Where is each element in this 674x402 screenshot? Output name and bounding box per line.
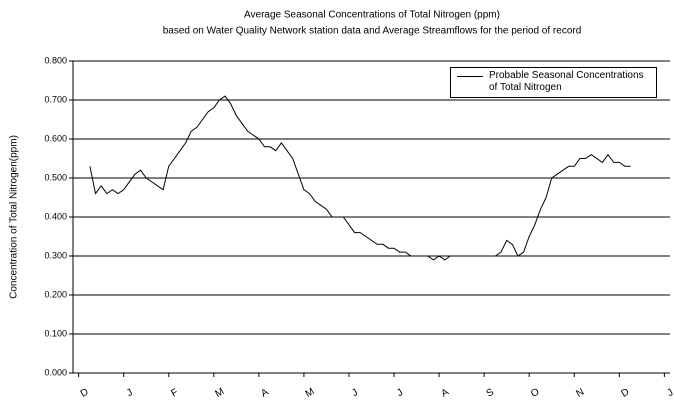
x-tick-label: M: [304, 386, 317, 400]
legend-swatch: [457, 76, 483, 77]
x-tick-label: J: [350, 387, 360, 399]
x-tick-label: J: [395, 387, 405, 399]
y-tick-label: 0.300: [44, 250, 67, 260]
y-tick-label: 0.600: [44, 133, 67, 143]
y-tick-label: 0.000: [44, 367, 67, 377]
legend: Probable Seasonal Concentrations of Tota…: [450, 67, 657, 98]
y-tick-label: 0.400: [44, 211, 67, 221]
x-tick-label: J: [125, 387, 135, 399]
y-tick-label: 0.700: [44, 94, 67, 104]
x-tick-label: N: [574, 387, 586, 400]
y-tick-label: 0.200: [44, 289, 67, 299]
x-tick-label: O: [529, 386, 541, 400]
x-tick-label: D: [79, 387, 91, 400]
x-tick-label: S: [485, 387, 497, 400]
x-tick-label: D: [619, 387, 631, 400]
x-tick-label: M: [214, 386, 227, 400]
data-line: [89, 95, 631, 261]
chart-subtitle: based on Water Quality Network station d…: [163, 26, 582, 37]
x-tick-label: F: [169, 387, 180, 400]
legend-label: Probable Seasonal Concentrations of Tota…: [489, 70, 644, 93]
y-axis-label: Concentration of Total Nitrogen(ppm): [9, 135, 20, 299]
y-tick-label: 0.800: [44, 55, 67, 65]
x-tick-label: J: [666, 387, 674, 399]
x-tick-label: A: [259, 387, 271, 400]
y-tick-label: 0.100: [44, 328, 67, 338]
y-tick-label: 0.500: [44, 172, 67, 182]
x-tick-label: A: [440, 387, 452, 400]
chart-title: Average Seasonal Concentrations of Total…: [244, 10, 500, 21]
